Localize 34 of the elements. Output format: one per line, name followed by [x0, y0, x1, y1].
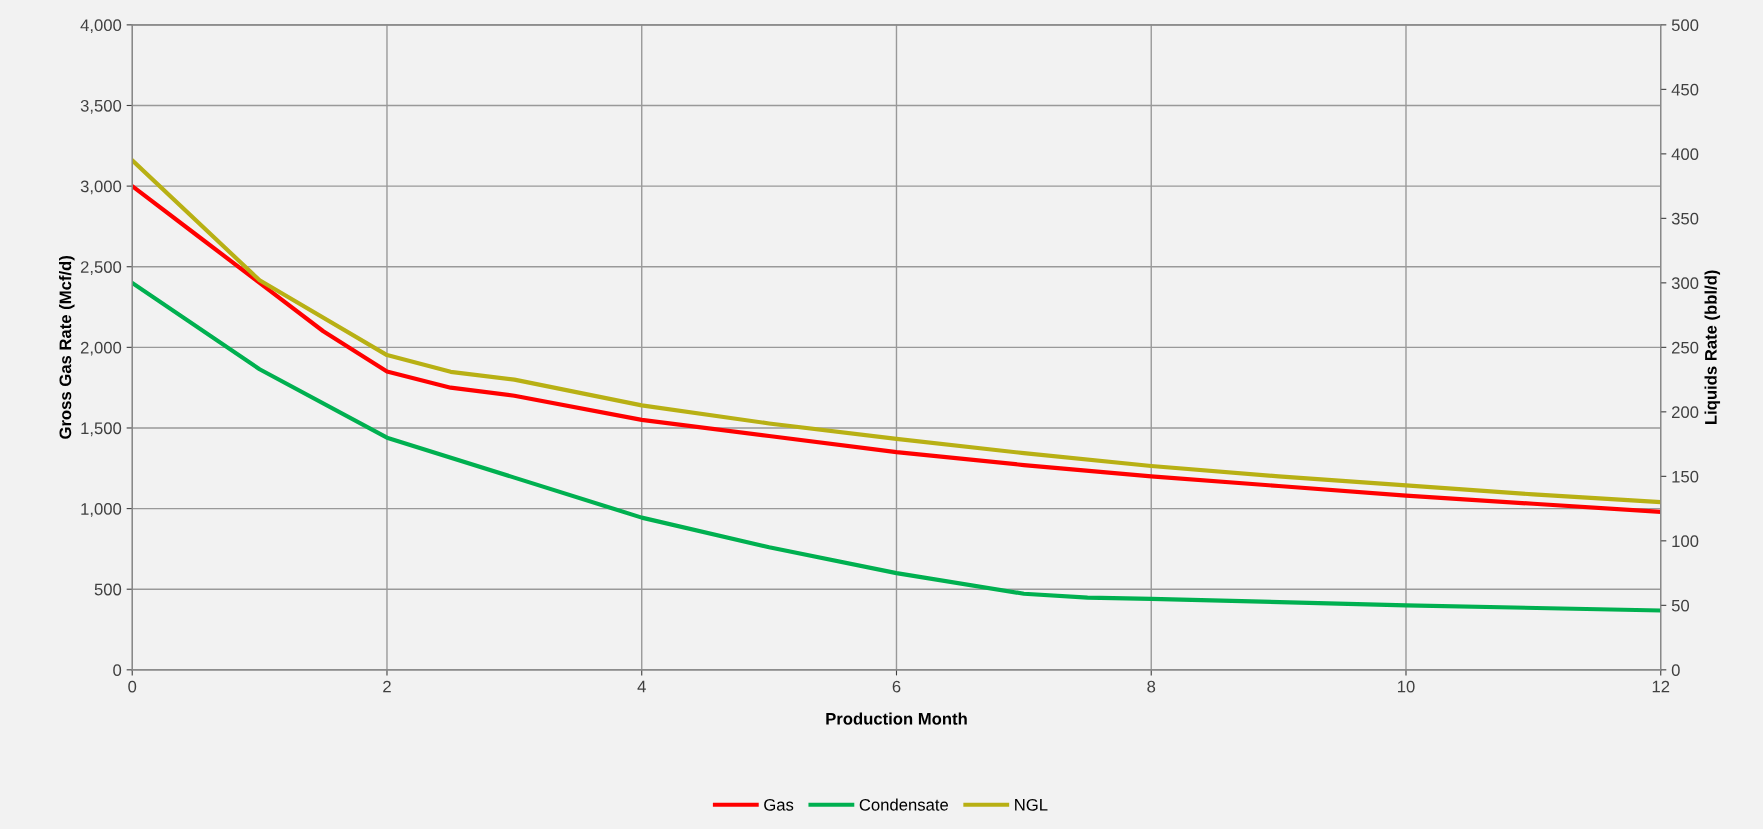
y-tick-label: 500 — [94, 583, 122, 596]
x-tick-label: 0 — [128, 680, 137, 693]
y-tick-label: 1,000 — [81, 502, 122, 517]
y2-tick-label: 150 — [1672, 470, 1699, 483]
legend-label: Condensate — [859, 798, 949, 811]
x-tick-label: 10 — [1398, 680, 1415, 693]
y-tick-label: 4,000 — [80, 19, 122, 34]
y2-tick-label: 300 — [1671, 277, 1699, 290]
x-tick-label: 12 — [1652, 680, 1670, 693]
y2-tick-label: 450 — [1671, 83, 1699, 96]
line-series — [132, 280, 1661, 613]
x-tick-label: 6 — [892, 680, 901, 693]
x-tick-label: 4 — [637, 680, 646, 693]
y-tick-label: 2,000 — [80, 341, 122, 356]
y2-tick-label: 250 — [1672, 341, 1699, 354]
y2-tick-label: 500 — [1671, 19, 1699, 32]
x-axis-title: Production Month — [826, 712, 967, 725]
y2-tick-label: 0 — [1671, 664, 1680, 677]
y-tick-label: 1,500 — [81, 422, 122, 437]
y-axis-title: Gross Gas Rate (Mcf/d) — [59, 256, 75, 439]
y2-axis-title: Liquids Rate (bbl/d) — [1704, 270, 1721, 424]
y-tick-label: 2,500 — [80, 261, 122, 275]
legend-label: Gas — [764, 798, 794, 811]
y-tick-label: 3,000 — [80, 180, 122, 195]
y-tick-label: 0 — [113, 664, 122, 677]
y2-tick-label: 100 — [1672, 535, 1699, 548]
legend-label: NGL — [1015, 798, 1048, 811]
y2-tick-label: 200 — [1672, 406, 1699, 419]
y-tick-label: 3,500 — [80, 99, 122, 114]
y2-tick-label: 400 — [1671, 148, 1699, 161]
y2-tick-label: 50 — [1671, 599, 1690, 612]
y2-tick-label: 350 — [1671, 212, 1699, 225]
x-tick-label: 2 — [383, 680, 391, 693]
x-tick-label: 8 — [1147, 680, 1156, 693]
